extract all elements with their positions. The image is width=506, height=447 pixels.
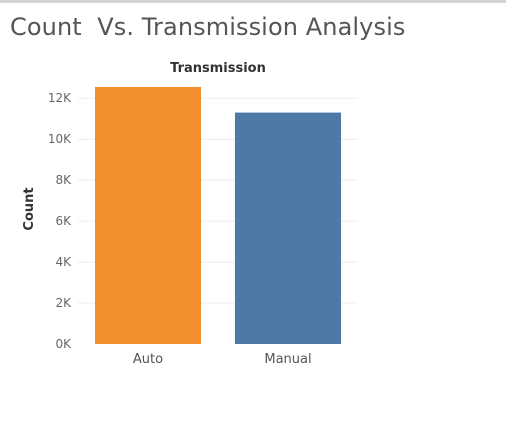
bar-auto bbox=[95, 86, 201, 344]
x-tick-label: Auto bbox=[133, 352, 163, 367]
y-tick-label: 2K bbox=[55, 296, 72, 310]
bar-manual bbox=[235, 112, 341, 345]
y-axis-label: Count bbox=[22, 187, 37, 230]
y-tick-label: 8K bbox=[55, 173, 72, 187]
y-tick-label: 10K bbox=[48, 132, 72, 146]
x-tick-label: Manual bbox=[264, 352, 311, 367]
y-tick-label: 6K bbox=[55, 214, 72, 228]
page-title: Count Vs. Transmission Analysis bbox=[10, 13, 406, 41]
y-tick-label: 12K bbox=[48, 91, 72, 105]
x-axis-ticks: Auto Manual bbox=[133, 352, 312, 367]
y-tick-label: 4K bbox=[55, 255, 72, 269]
column-header-label: Transmission bbox=[170, 61, 266, 76]
y-axis-ticks: 0K 2K 4K 6K 8K 10K 12K bbox=[48, 91, 72, 351]
bars-group bbox=[95, 86, 341, 345]
top-border bbox=[0, 0, 506, 3]
y-tick-label: 0K bbox=[55, 337, 72, 351]
